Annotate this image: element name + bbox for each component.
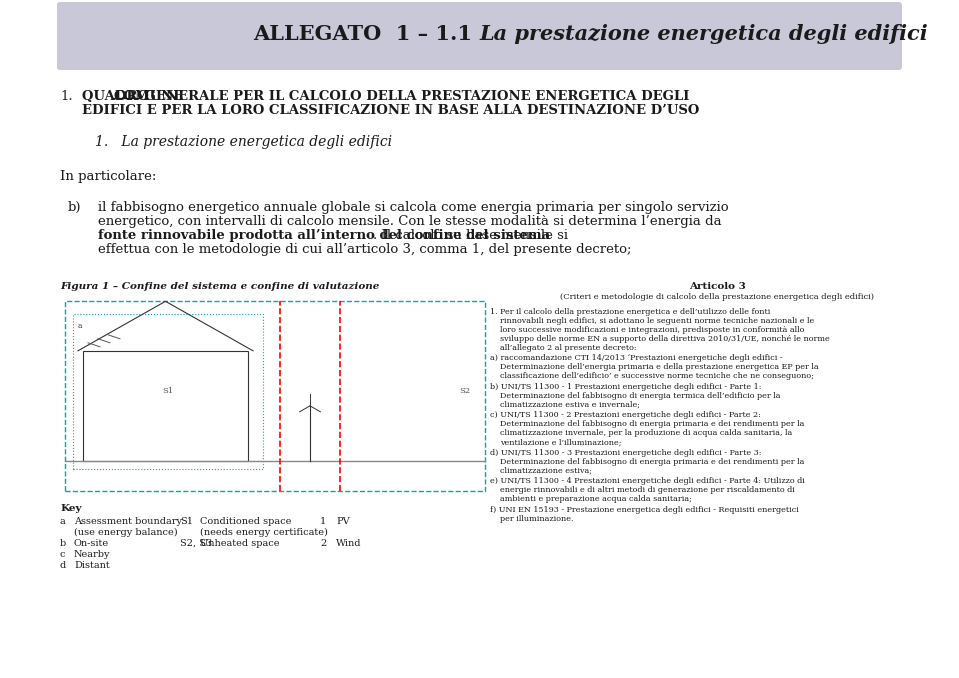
Bar xyxy=(73,314,263,468)
Text: b): b) xyxy=(68,201,82,214)
Text: S2: S2 xyxy=(459,387,471,395)
Text: S2, S3: S2, S3 xyxy=(180,539,212,548)
Text: all’allegato 2 al presente decreto:: all’allegato 2 al presente decreto: xyxy=(500,344,637,352)
Text: c: c xyxy=(60,550,65,559)
Text: Key: Key xyxy=(60,504,82,513)
Text: d: d xyxy=(60,561,66,570)
Text: In particolare:: In particolare: xyxy=(60,170,156,183)
Text: rinnovabili negli edifici, si adottano le seguenti norme tecniche nazionali e le: rinnovabili negli edifici, si adottano l… xyxy=(500,317,814,325)
Text: Determinazione del fabbisogno di energia primaria e dei rendimenti per la: Determinazione del fabbisogno di energia… xyxy=(500,458,805,466)
Text: d) UNI/TS 11300 - 3 Prestazioni energetiche degli edifici - Parte 3:: d) UNI/TS 11300 - 3 Prestazioni energeti… xyxy=(490,449,761,457)
Text: Distant: Distant xyxy=(74,561,109,570)
Text: . Il calcolo su base mensile si: . Il calcolo su base mensile si xyxy=(373,228,569,241)
Text: a) raccomandazione CTI 14/2013 ‘Prestazioni energetiche degli edifici -: a) raccomandazione CTI 14/2013 ‘Prestazi… xyxy=(490,355,783,362)
Bar xyxy=(65,301,485,491)
Text: COMUNE: COMUNE xyxy=(113,90,183,103)
Text: energetico, con intervalli di calcolo mensile. Con le stesse modalità si determi: energetico, con intervalli di calcolo me… xyxy=(98,215,721,228)
Text: climatizzazione invernale, per la produzione di acqua calda sanitaria, la: climatizzazione invernale, per la produz… xyxy=(500,429,792,437)
Text: PV: PV xyxy=(336,517,350,526)
Text: S1: S1 xyxy=(162,387,174,395)
Text: 2: 2 xyxy=(320,539,326,548)
Text: classificazione dell’edificio’ e successive norme tecniche che ne conseguono;: classificazione dell’edificio’ e success… xyxy=(500,372,814,380)
Text: (needs energy certificate): (needs energy certificate) xyxy=(200,527,328,537)
Text: a: a xyxy=(78,322,82,330)
Text: Determinazione del fabbisogno di energia primaria e dei rendimenti per la: Determinazione del fabbisogno di energia… xyxy=(500,420,805,428)
Text: (Criteri e metodologie di calcolo della prestazione energetica degli edifici): (Criteri e metodologie di calcolo della … xyxy=(560,293,875,301)
Text: ambienti e preparazione acqua calda sanitaria;: ambienti e preparazione acqua calda sani… xyxy=(500,496,691,503)
Text: b) UNI/TS 11300 - 1 Prestazioni energetiche degli edifici - Parte 1:: b) UNI/TS 11300 - 1 Prestazioni energeti… xyxy=(490,383,761,391)
Text: Nearby: Nearby xyxy=(74,550,110,559)
FancyBboxPatch shape xyxy=(57,2,902,70)
Text: Articolo 3: Articolo 3 xyxy=(690,282,746,291)
Text: On-site: On-site xyxy=(74,539,109,548)
Text: Wind: Wind xyxy=(336,539,362,548)
Text: a: a xyxy=(60,517,66,526)
Bar xyxy=(83,351,248,461)
Text: Determinazione del fabbisogno di energia termica dell’edificio per la: Determinazione del fabbisogno di energia… xyxy=(500,392,781,400)
Text: S1: S1 xyxy=(180,517,193,526)
Text: Conditioned space: Conditioned space xyxy=(200,517,292,526)
Text: EDIFICI E PER LA LORO CLASSIFICAZIONE IN BASE ALLA DESTINAZIONE D’USO: EDIFICI E PER LA LORO CLASSIFICAZIONE IN… xyxy=(82,104,699,117)
Text: (use energy balance): (use energy balance) xyxy=(74,527,177,537)
Text: ventilazione e l’illuminazione;: ventilazione e l’illuminazione; xyxy=(500,438,621,446)
Text: loro successive modificazioni e integrazioni, predisposte in conformità allo: loro successive modificazioni e integraz… xyxy=(500,326,805,334)
Text: GENERALE PER IL CALCOLO DELLA PRESTAZIONE ENERGETICA DEGLI: GENERALE PER IL CALCOLO DELLA PRESTAZION… xyxy=(140,90,690,103)
Text: f) UNI EN 15193 - Prestazione energetica degli edifici - Requisiti energetici: f) UNI EN 15193 - Prestazione energetica… xyxy=(490,506,799,514)
Text: c) UNI/TS 11300 - 2 Prestazioni energetiche degli edifici - Parte 2:: c) UNI/TS 11300 - 2 Prestazioni energeti… xyxy=(490,412,760,419)
Text: Determinazione dell’energia primaria e della prestazione energetica EP per la: Determinazione dell’energia primaria e d… xyxy=(500,363,819,372)
Text: Assessment boundary: Assessment boundary xyxy=(74,517,182,526)
Text: il fabbisogno energetico annuale globale si calcola come energia primaria per si: il fabbisogno energetico annuale globale… xyxy=(98,201,729,214)
Text: climatizzazione estiva e invernale;: climatizzazione estiva e invernale; xyxy=(500,401,640,409)
Text: sviluppo delle norme EN a supporto della direttiva 2010/31/UE, nonché le norme: sviluppo delle norme EN a supporto della… xyxy=(500,335,830,343)
Text: b: b xyxy=(60,539,66,548)
Text: effettua con le metodologie di cui all’articolo 3, comma 1, del presente decreto: effettua con le metodologie di cui all’a… xyxy=(98,243,631,256)
Text: QUADRO: QUADRO xyxy=(82,90,153,103)
Text: per illuminazione.: per illuminazione. xyxy=(500,515,573,523)
Text: e) UNI/TS 11300 - 4 Prestazioni energetiche degli edifici - Parte 4: Utilizzo di: e) UNI/TS 11300 - 4 Prestazioni energeti… xyxy=(490,477,805,485)
Text: climatizzazione estiva;: climatizzazione estiva; xyxy=(500,466,592,475)
Text: 1: 1 xyxy=(320,517,326,526)
Text: 1.: 1. xyxy=(60,90,73,103)
Text: Figura 1 – Confine del sistema e confine di valutazione: Figura 1 – Confine del sistema e confine… xyxy=(60,282,380,291)
Text: ALLEGATO  1 – 1.1: ALLEGATO 1 – 1.1 xyxy=(253,24,480,44)
Text: fonte rinnovabile prodotta all’interno del confine del sistema: fonte rinnovabile prodotta all’interno d… xyxy=(98,228,550,241)
Text: 1.   La prestazione energetica degli edifici: 1. La prestazione energetica degli edifi… xyxy=(95,135,392,148)
Text: La prestazione energetica degli edifici: La prestazione energetica degli edifici xyxy=(480,24,928,44)
Text: 1. Per il calcolo della prestazione energetica e dell’utilizzo delle fonti: 1. Per il calcolo della prestazione ener… xyxy=(490,308,770,316)
Text: energie rinnovabili e di altri metodi di generazione per riscaldamento di: energie rinnovabili e di altri metodi di… xyxy=(500,486,795,494)
Text: Unheated space: Unheated space xyxy=(200,539,279,548)
